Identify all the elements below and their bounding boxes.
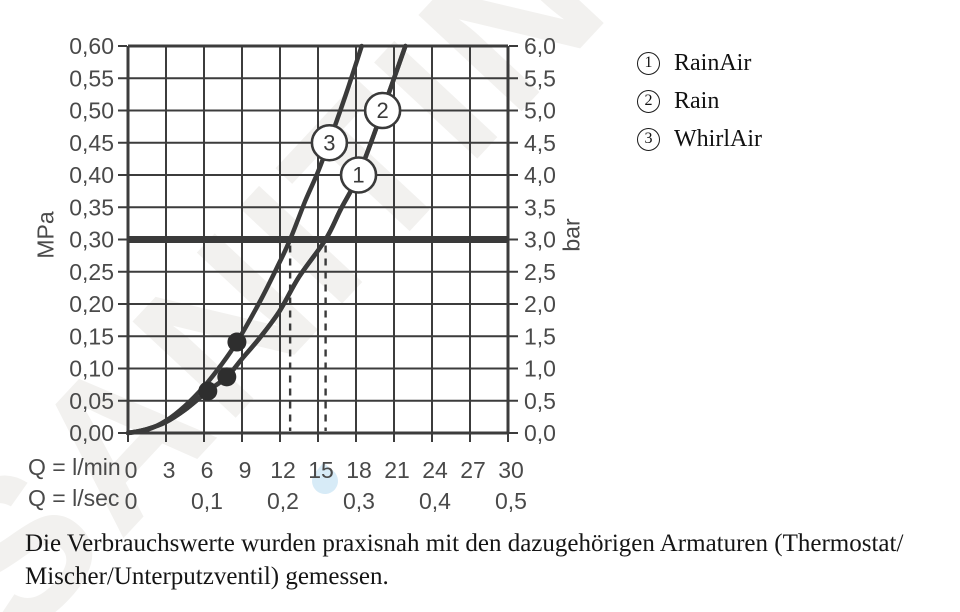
svg-text:2,0: 2,0 — [524, 291, 556, 317]
legend-number-2-icon: 2 — [637, 89, 660, 113]
svg-text:9: 9 — [239, 457, 252, 483]
svg-text:4,0: 4,0 — [524, 162, 556, 188]
x-axis-label-lmin: Q = l/min — [28, 454, 121, 480]
svg-text:1,5: 1,5 — [524, 323, 556, 349]
svg-text:21: 21 — [384, 457, 410, 483]
svg-text:1: 1 — [352, 163, 364, 188]
svg-text:0,15: 0,15 — [69, 323, 114, 349]
svg-text:0,10: 0,10 — [69, 356, 114, 382]
svg-text:0,25: 0,25 — [69, 259, 114, 285]
legend: 1 RainAir 2 Rain 3 WhirlAir — [637, 44, 762, 158]
svg-text:3,5: 3,5 — [524, 194, 556, 220]
svg-text:0,1: 0,1 — [191, 488, 223, 514]
legend-item-label: WhirlAir — [674, 125, 762, 152]
caption-line-2: Mischer/Unterputzventil) gemessen. — [25, 563, 389, 590]
svg-text:18: 18 — [346, 457, 372, 483]
svg-text:27: 27 — [460, 457, 486, 483]
legend-item-whirlair: 3 WhirlAir — [637, 120, 762, 158]
svg-text:0,30: 0,30 — [69, 227, 114, 253]
svg-text:30: 30 — [498, 457, 524, 483]
svg-text:1,0: 1,0 — [524, 356, 556, 382]
svg-text:0,45: 0,45 — [69, 130, 114, 156]
svg-text:6: 6 — [201, 457, 214, 483]
legend-item-label: RainAir — [674, 49, 752, 76]
svg-text:2,5: 2,5 — [524, 259, 556, 285]
svg-text:15: 15 — [308, 457, 334, 483]
svg-text:3,0: 3,0 — [524, 227, 556, 253]
svg-text:2: 2 — [376, 98, 388, 123]
caption-text: Die Verbrauchswerte wurden praxisnah mit… — [25, 527, 935, 593]
svg-text:5,5: 5,5 — [524, 65, 556, 91]
svg-text:4,5: 4,5 — [524, 130, 556, 156]
svg-text:0,5: 0,5 — [524, 388, 556, 414]
svg-text:0,60: 0,60 — [69, 33, 114, 59]
svg-text:6,0: 6,0 — [524, 33, 556, 59]
svg-text:5,0: 5,0 — [524, 98, 556, 124]
svg-text:0,05: 0,05 — [69, 388, 114, 414]
legend-item-rainair: 1 RainAir — [637, 44, 762, 82]
svg-text:0: 0 — [125, 457, 138, 483]
svg-text:0,40: 0,40 — [69, 162, 114, 188]
svg-text:0,20: 0,20 — [69, 291, 114, 317]
svg-text:3: 3 — [163, 457, 176, 483]
svg-text:0,3: 0,3 — [343, 488, 375, 514]
svg-text:0,0: 0,0 — [524, 420, 556, 446]
x-axis-label-lsec: Q = l/sec — [28, 485, 120, 511]
legend-item-rain: 2 Rain — [637, 82, 762, 120]
svg-text:0,5: 0,5 — [495, 488, 527, 514]
svg-text:12: 12 — [270, 457, 296, 483]
legend-number-3-icon: 3 — [637, 127, 660, 151]
svg-text:0: 0 — [125, 488, 138, 514]
svg-text:0,00: 0,00 — [69, 420, 114, 446]
svg-text:0,35: 0,35 — [69, 194, 114, 220]
legend-number-1-icon: 1 — [637, 51, 660, 75]
svg-text:0,4: 0,4 — [419, 488, 451, 514]
svg-text:0,2: 0,2 — [267, 488, 299, 514]
svg-text:0,50: 0,50 — [69, 98, 114, 124]
caption-line-1: Die Verbrauchswerte wurden praxisnah mit… — [25, 530, 904, 557]
svg-text:0,55: 0,55 — [69, 65, 114, 91]
y-axis-title-mpa: MPa — [32, 211, 59, 259]
svg-text:3: 3 — [323, 130, 335, 155]
svg-text:24: 24 — [422, 457, 448, 483]
legend-item-label: Rain — [674, 87, 720, 114]
y-axis-title-bar: bar — [558, 218, 585, 252]
